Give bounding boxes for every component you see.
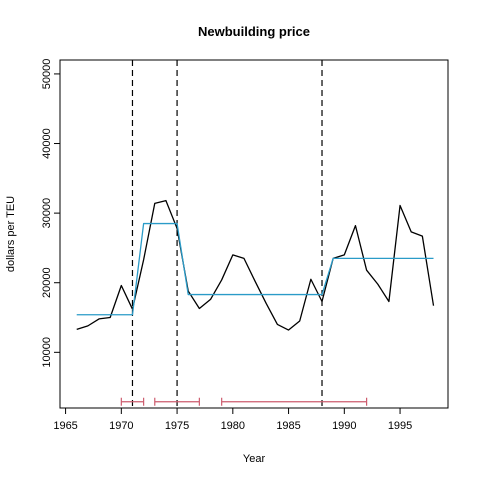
y-tick-label: 10000	[41, 337, 53, 368]
confidence-interval	[120, 397, 145, 406]
y-tick-label: 50000	[41, 59, 53, 90]
x-tick-label: 1985	[276, 420, 300, 432]
y-axis: 10000 20000 30000 40000 50000	[41, 59, 61, 368]
x-tick-label: 1970	[109, 420, 133, 432]
plot-area	[76, 60, 435, 408]
price-series-line	[76, 199, 435, 331]
fitted-segments-line	[76, 222, 434, 316]
y-tick-label: 30000	[41, 198, 53, 229]
y-tick-label: 40000	[41, 128, 53, 159]
confidence-interval	[221, 397, 368, 406]
x-tick-label: 1990	[332, 420, 356, 432]
chart-title: Newbuilding price	[198, 24, 310, 39]
y-axis-label: dollars per TEU	[5, 196, 17, 272]
x-axis: 1965 1970 1975 1980 1985 1990 1995	[53, 407, 412, 432]
confidence-interval	[154, 397, 200, 406]
x-tick-label: 1975	[165, 420, 189, 432]
x-tick-label: 1965	[53, 420, 77, 432]
y-tick-label: 20000	[41, 267, 53, 298]
x-axis-label: Year	[243, 453, 266, 465]
plot-frame	[59, 59, 449, 409]
x-tick-label: 1995	[388, 420, 412, 432]
x-tick-label: 1980	[221, 420, 245, 432]
